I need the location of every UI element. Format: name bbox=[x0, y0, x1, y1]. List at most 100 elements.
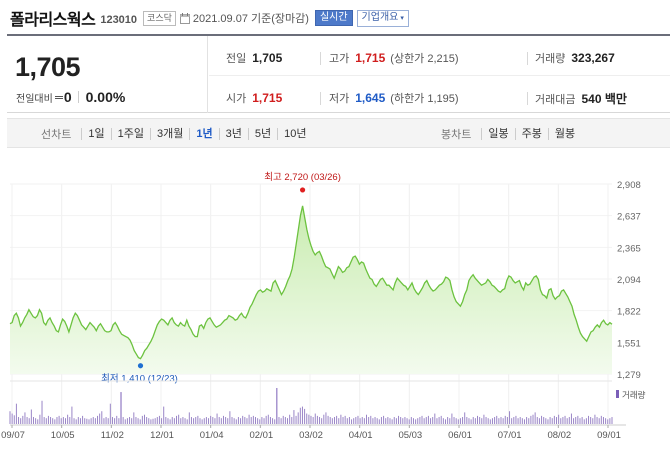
volume-bar bbox=[231, 417, 233, 424]
tab-5year[interactable]: 5년 bbox=[247, 128, 277, 140]
volume-bar bbox=[425, 417, 427, 424]
tab-monthly[interactable]: 월봉 bbox=[547, 128, 581, 140]
volume-bar bbox=[363, 418, 365, 424]
x-tick-label: 02/01 bbox=[249, 430, 273, 441]
volume-bar bbox=[432, 417, 434, 424]
volume-bar bbox=[274, 419, 276, 424]
volume-bar bbox=[383, 415, 385, 424]
volume-bar bbox=[321, 418, 323, 424]
volume-bar bbox=[573, 418, 575, 424]
volume-bar bbox=[468, 418, 470, 424]
volume-bar bbox=[333, 417, 335, 424]
current-price-panel: 1,705 전일대비 0 0.00% bbox=[7, 36, 208, 113]
volume-bar bbox=[82, 415, 84, 424]
volume-bar bbox=[60, 418, 62, 424]
volume-bar bbox=[515, 415, 517, 424]
volume-bar bbox=[491, 418, 493, 424]
volume-bar bbox=[400, 417, 402, 424]
volume-bar bbox=[158, 415, 160, 424]
company-overview-label: 기업개요 bbox=[361, 11, 399, 23]
upper-limit: (상한가 2,215) bbox=[390, 53, 459, 65]
tab-1year[interactable]: 1년 bbox=[189, 128, 218, 140]
volume-bar bbox=[310, 415, 312, 424]
volume-bar bbox=[331, 418, 333, 424]
volume-bar bbox=[417, 418, 419, 424]
volume-bar bbox=[186, 419, 188, 424]
company-overview-button[interactable]: 기업개요 ▾ bbox=[356, 9, 409, 27]
volume-bar bbox=[184, 418, 186, 424]
tab-3month[interactable]: 3개월 bbox=[149, 128, 189, 140]
price-chart[interactable]: 2,908 2,637 2,365 2,094 1,822 1,551 1,279 최고 2,… bbox=[0, 170, 670, 457]
volume-bar bbox=[398, 415, 400, 424]
volume-bar bbox=[99, 413, 101, 424]
volume-bar bbox=[553, 415, 555, 424]
volume-bar bbox=[568, 417, 570, 424]
volume-bar bbox=[547, 419, 549, 424]
volume-bar bbox=[391, 419, 393, 424]
volume-bar bbox=[312, 417, 314, 424]
volume-bar bbox=[131, 418, 133, 424]
tab-1week[interactable]: 1주일 bbox=[110, 128, 150, 140]
volume-bar bbox=[436, 418, 438, 424]
volume-bar bbox=[543, 417, 545, 424]
volume-bar bbox=[190, 417, 192, 424]
volume-bar bbox=[346, 418, 348, 424]
price-line bbox=[9, 205, 613, 360]
volume-bar bbox=[412, 418, 414, 424]
high-label: 고가 bbox=[329, 53, 350, 65]
volume-legend-label: 거래량 bbox=[622, 390, 646, 400]
price-area bbox=[10, 205, 612, 374]
volume-bar bbox=[199, 418, 201, 424]
tab-10year[interactable]: 10년 bbox=[277, 128, 312, 140]
volume-bar bbox=[205, 417, 207, 424]
divider bbox=[77, 91, 79, 103]
volume-bar bbox=[588, 415, 590, 424]
volume-bar bbox=[598, 418, 600, 424]
volume-bar bbox=[504, 415, 506, 424]
realtime-button[interactable]: 실시간 bbox=[314, 10, 353, 26]
volume-bar bbox=[526, 417, 528, 424]
volume-bar bbox=[380, 417, 382, 424]
volume-bar bbox=[506, 417, 508, 424]
volume-bar bbox=[218, 417, 220, 424]
volume-bar bbox=[272, 418, 274, 424]
line-chart-label: 선차트 bbox=[41, 129, 72, 141]
volume-bar bbox=[235, 419, 237, 424]
volume-bar bbox=[528, 418, 530, 424]
volume-bar bbox=[387, 417, 389, 424]
volume-bar bbox=[521, 418, 523, 424]
x-tick-label: 01/04 bbox=[200, 430, 224, 441]
y-tick-label: 1,551 bbox=[617, 338, 641, 349]
x-tick-label: 09/07 bbox=[1, 430, 25, 441]
tab-1day[interactable]: 1일 bbox=[81, 128, 110, 140]
tab-weekly[interactable]: 주봉 bbox=[514, 128, 548, 140]
tab-3year[interactable]: 3년 bbox=[218, 128, 248, 140]
volume-bar bbox=[176, 415, 178, 424]
volume-bar bbox=[67, 414, 69, 424]
change-row: 전일대비 0 0.00% bbox=[16, 89, 125, 105]
trade-amount: 거래대금 540 백만 bbox=[535, 90, 627, 107]
x-tick-label: 11/02 bbox=[101, 430, 124, 441]
volume-bar bbox=[216, 413, 218, 424]
volume-bar bbox=[137, 418, 139, 424]
volume-bar bbox=[472, 417, 474, 424]
change-value: 0 bbox=[63, 89, 72, 105]
volume-bar bbox=[248, 414, 250, 424]
stock-header: 폴라리스웍스 123010 코스닥 2021.09.07 기준(장마감) 실시간… bbox=[10, 6, 409, 30]
volume-bar bbox=[114, 418, 116, 424]
volume-bar bbox=[133, 412, 135, 424]
volume-value: 323,267 bbox=[571, 51, 615, 65]
volume-bar bbox=[26, 417, 28, 424]
volume-bar bbox=[594, 414, 596, 424]
volume-bar bbox=[77, 417, 79, 424]
low-price: 저가 1,645 (하한가 1,195) bbox=[329, 90, 459, 106]
volume-bar bbox=[54, 419, 56, 424]
tab-daily[interactable]: 일봉 bbox=[481, 128, 514, 140]
volume-bar bbox=[453, 417, 455, 424]
volume-bar bbox=[366, 414, 368, 424]
volume-bar bbox=[487, 418, 489, 424]
volume-bar bbox=[9, 411, 11, 424]
min-label: 최저 1,410 (12/23) bbox=[101, 374, 178, 385]
volume-bar bbox=[20, 418, 22, 424]
max-point-marker bbox=[299, 187, 306, 193]
